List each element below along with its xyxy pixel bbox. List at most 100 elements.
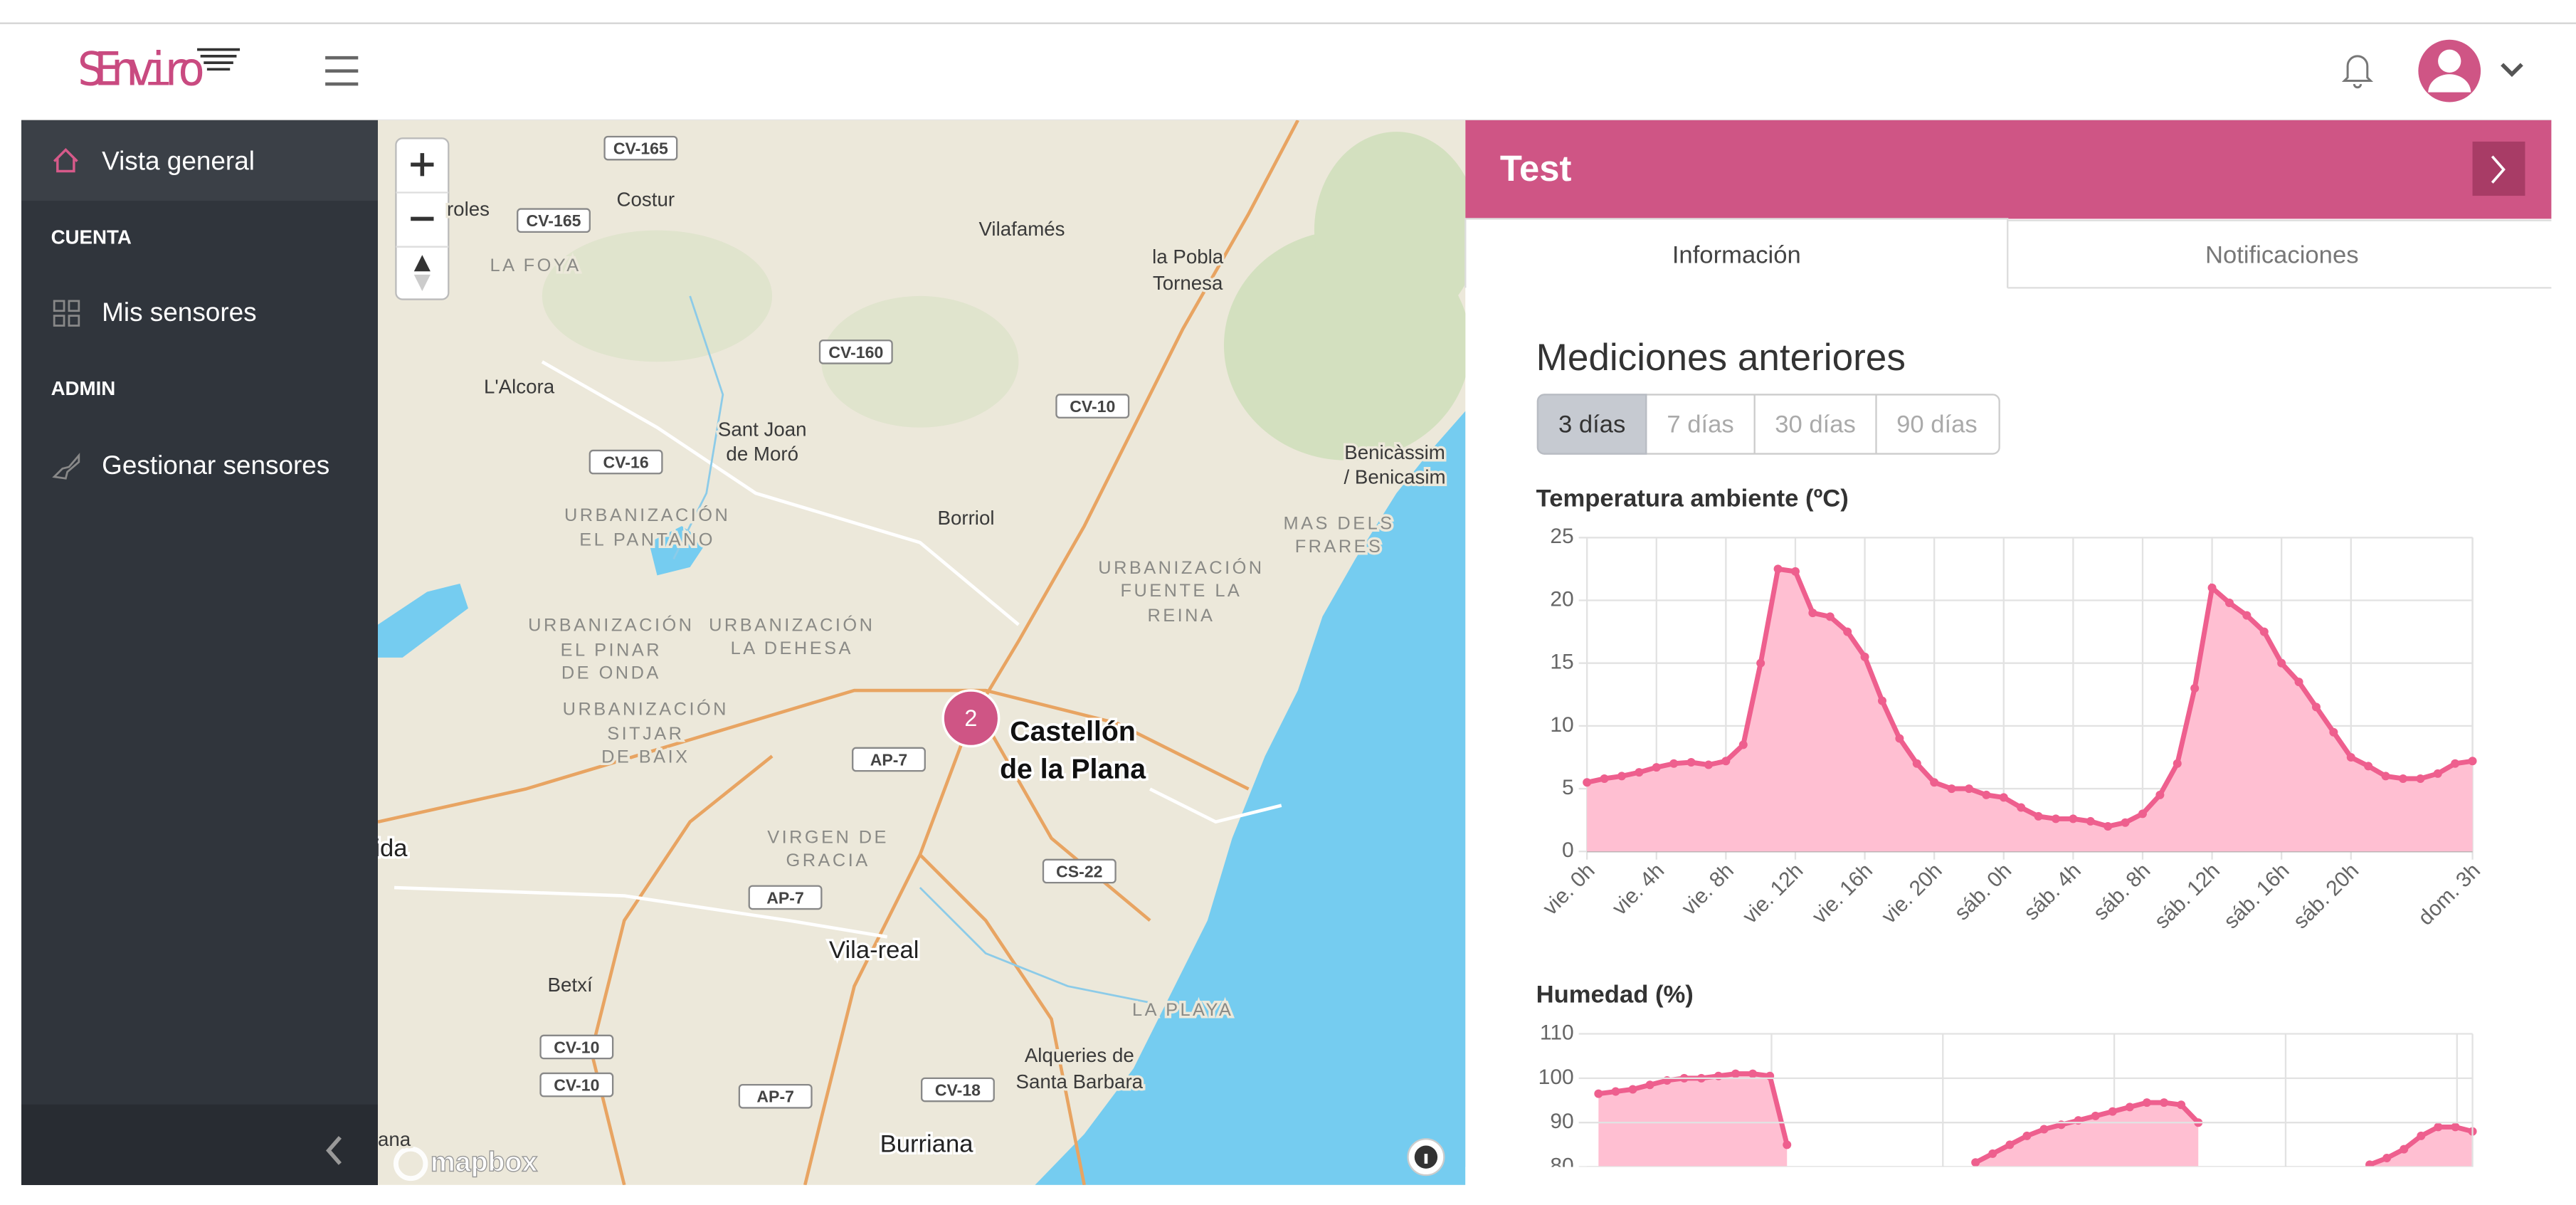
menu-item[interactable]: Vista general xyxy=(53,147,255,176)
point xyxy=(1617,772,1626,781)
avatar-body xyxy=(2428,74,2471,93)
point xyxy=(1611,1087,1620,1096)
range-button[interactable]: 3 días xyxy=(1558,411,1625,438)
point xyxy=(2125,1103,2134,1112)
y-tick-label: 10 xyxy=(1550,713,1573,737)
tab[interactable]: Información xyxy=(1672,242,1801,269)
place-label: URBANIZACIÓN xyxy=(709,615,875,636)
place-label: la Pobla xyxy=(1152,246,1224,268)
range-button[interactable]: 90 días xyxy=(1896,411,1978,438)
road-label: CV-18 xyxy=(935,1080,981,1099)
notification-bell[interactable] xyxy=(2341,55,2374,89)
area xyxy=(1587,569,2473,852)
point xyxy=(2398,774,2407,783)
streets xyxy=(394,360,1282,939)
menu-item[interactable]: Mis sensores xyxy=(53,298,257,327)
place-label: Sant Joan xyxy=(718,419,807,441)
point xyxy=(2138,809,2147,819)
place-label: / Benicasim xyxy=(1344,466,1446,488)
map[interactable]: mapbox Costur roles LA FOYA Vilafamés la Pob… xyxy=(374,120,1478,1185)
range-buttons: 3 días 7 días 30 días 90 días xyxy=(1536,394,2000,455)
compass-button[interactable] xyxy=(413,255,431,272)
cluster-circle xyxy=(941,689,1001,748)
point xyxy=(2329,727,2338,737)
zoom-buttons[interactable] xyxy=(411,153,434,221)
place-label: FUENTE LA xyxy=(1121,581,1242,601)
section-heading: CUENTA xyxy=(51,226,132,248)
point xyxy=(2034,811,2043,821)
y-tick-label: 90 xyxy=(1550,1110,1573,1133)
point xyxy=(1930,778,1939,787)
point xyxy=(1895,734,1904,743)
road-label: CV-10 xyxy=(554,1038,599,1056)
range-button[interactable]: 7 días xyxy=(1667,411,1733,438)
home-icon xyxy=(53,148,78,173)
place-label: Castellón xyxy=(1010,715,1136,747)
point xyxy=(2177,1100,2186,1110)
place-label: Vila-real xyxy=(829,937,919,964)
point xyxy=(2005,1140,2015,1149)
logo[interactable]: SEnviro xyxy=(78,43,241,97)
place-label: URBANIZACIÓN xyxy=(564,505,730,525)
cluster-count: 2 xyxy=(964,705,977,731)
place-label: Santa Barbara xyxy=(1016,1070,1144,1093)
point xyxy=(2259,627,2269,636)
place-label: Costur xyxy=(617,188,675,210)
point xyxy=(1748,1069,1758,1078)
cluster-marker[interactable]: 2 xyxy=(941,689,1001,748)
tab[interactable]: Notificaciones xyxy=(2205,242,2359,269)
collapse-button[interactable] xyxy=(326,1136,342,1165)
area xyxy=(1975,1103,2199,1167)
place-label: URBANIZACIÓN xyxy=(528,615,694,636)
close-panel-button[interactable] xyxy=(2472,141,2525,196)
place-label: URBANIZACIÓN xyxy=(563,698,729,719)
menu-item[interactable]: Gestionar sensores xyxy=(52,451,329,480)
chart-title: Temperatura ambiente (ºC) xyxy=(1536,485,1849,512)
point xyxy=(2434,1122,2443,1132)
point xyxy=(2311,703,2321,712)
point xyxy=(2451,759,2460,768)
road-label: AP-7 xyxy=(766,888,804,907)
point xyxy=(1808,609,1817,618)
sidebar xyxy=(21,120,378,1185)
point xyxy=(1964,784,1973,794)
point xyxy=(2416,774,2425,783)
point xyxy=(2400,1145,2409,1154)
point xyxy=(2091,1111,2100,1120)
point xyxy=(2224,599,2234,608)
road-badge xyxy=(738,1083,813,1109)
place-label: VIRGEN DE xyxy=(767,827,889,847)
place-label: LA DEHESA xyxy=(731,638,853,658)
point xyxy=(2364,762,2373,771)
place-label: LA PLAYA xyxy=(1132,1000,1233,1020)
point xyxy=(1783,1140,1792,1149)
place-label: ana xyxy=(378,1128,411,1150)
y-tick-label: 25 xyxy=(1550,525,1573,548)
place-label: Betxí xyxy=(548,974,593,996)
road-badge xyxy=(852,747,926,772)
place-label: de Moró xyxy=(726,443,798,465)
point xyxy=(1877,696,1886,705)
range-button[interactable]: 30 días xyxy=(1775,411,1856,438)
tab-border xyxy=(2007,219,2552,289)
road-label: CV-16 xyxy=(603,453,649,472)
place-label: Burriana xyxy=(880,1131,974,1158)
area xyxy=(2370,1127,2473,1167)
point xyxy=(1912,759,1921,768)
place-label: EL PINAR xyxy=(561,640,662,660)
place-label: Vilafamés xyxy=(978,218,1065,240)
point xyxy=(2103,821,2113,831)
point xyxy=(1999,793,2008,802)
place-label: EL PANTANO xyxy=(579,530,715,550)
chart-title: Humedad (%) xyxy=(1536,982,1694,1009)
hamburger-button[interactable] xyxy=(325,56,359,86)
road-badge xyxy=(921,1077,995,1103)
active-range xyxy=(1536,394,1647,455)
user-menu[interactable] xyxy=(2418,39,2523,102)
place-label: Tornesa xyxy=(1153,272,1223,294)
point xyxy=(2039,1125,2049,1134)
road-label: AP-7 xyxy=(756,1088,794,1106)
point xyxy=(2417,1131,2426,1140)
road-label: CV-10 xyxy=(554,1075,599,1094)
